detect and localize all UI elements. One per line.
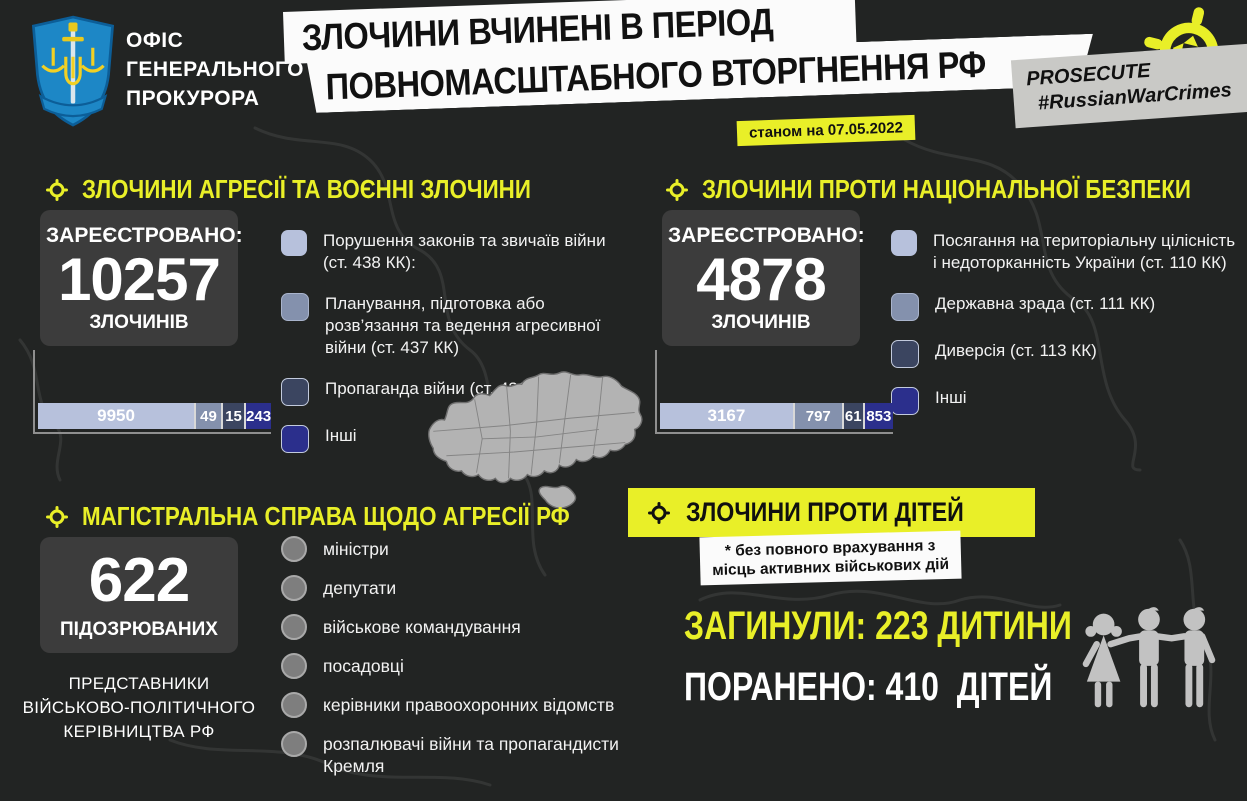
swatch-navy-icon [891, 387, 919, 415]
bar-segment: 243 [244, 403, 271, 429]
suspects-value: 622 [88, 546, 190, 615]
prosecutor-office-logo [31, 15, 115, 127]
registered-unit: ЗЛОЧИНІВ [89, 312, 189, 333]
list-item: міністри [281, 536, 651, 562]
war-registered-box: ЗАРЕЄСТРОВАНО: 10257 ЗЛОЧИНІВ [40, 210, 243, 346]
swatch-light-icon [891, 230, 917, 256]
swatch-navy-icon [281, 425, 309, 453]
bar-segment: 49 [194, 403, 221, 429]
natsec-registered-box: ЗАРЕЄСТРОВАНО: 4878 ЗЛОЧИНІВ [662, 210, 865, 346]
bullet-circle-icon [281, 575, 307, 601]
as-of-date-badge: станом на 07.05.2022 [736, 114, 916, 147]
section-case-header: МАГІСТРАЛЬНА СПРАВА ЩОДО АГРЕСІЇ РФ [46, 501, 649, 532]
bar-segment: 797 [792, 403, 842, 429]
bullet-circle-icon [281, 536, 307, 562]
swatch-medium-icon [281, 293, 309, 321]
org-name: ОФІС ГЕНЕРАЛЬНОГО ПРОКУРОРА [126, 29, 304, 110]
legend-item: Інші [281, 425, 631, 453]
ukraine-map [428, 371, 643, 509]
legend-item: Порушення законів та звичаїв війни (ст. … [281, 230, 631, 274]
natsec-legend: Посягання на територіальну цілісність і … [891, 230, 1241, 415]
children-wounded-stat: ПОРАНЕНО: 410 ДІТЕЙ [684, 665, 1053, 709]
bar-segment: 853 [862, 403, 893, 429]
case-suspect-categories: міністри депутати військове командування… [281, 536, 651, 777]
main-title-banner: ЗЛОЧИНИ ВЧИНЕНІ В ПЕРІОД ПОВНОМАСШТАБНОГ… [283, 0, 951, 114]
children-icon [1082, 607, 1216, 708]
case-suspects-box: 622 ПІДОЗРЮВАНИХ [40, 537, 238, 653]
prosecute-logo-block: PROSECUTE #RussianWarCrimes [1005, 0, 1247, 140]
list-item: посадовці [281, 653, 651, 679]
swatch-dark-icon [891, 340, 919, 368]
bar-segment: 3167 [660, 403, 793, 429]
bar-segment: 15 [220, 403, 245, 429]
section-title: ЗЛОЧИНИ АГРЕСІЇ ТА ВОЄННІ ЗЛОЧИНИ [82, 174, 531, 204]
registered-value: 4878 [696, 246, 826, 313]
section-title: ЗЛОЧИНИ ПРОТИ НАЦІОНАЛЬНОЇ БЕЗПЕКИ [702, 174, 1191, 204]
bullet-circle-icon [281, 653, 307, 679]
case-caption: ПРЕДСТАВНИКИ ВІЙСЬКОВО-ПОЛІТИЧНОГО КЕРІВ… [22, 674, 256, 741]
bar-segment: 9950 [38, 403, 195, 429]
bullet-circle-icon [281, 731, 307, 757]
bullet-circle-icon [281, 614, 307, 640]
swatch-dark-icon [281, 378, 309, 406]
suspects-unit: ПІДОЗРЮВАНИХ [60, 619, 218, 640]
registered-label: ЗАРЕЄСТРОВАНО: [668, 224, 865, 247]
section-war-crimes-header: ЗЛОЧИНИ АГРЕСІЇ ТА ВОЄННІ ЗЛОЧИНИ [46, 174, 604, 205]
section-natsec-header: ЗЛОЧИНИ ПРОТИ НАЦІОНАЛЬНОЇ БЕЗПЕКИ [666, 174, 1247, 205]
legend-item: Державна зрада (ст. 111 КК) [891, 293, 1241, 321]
registered-unit: ЗЛОЧИНІВ [711, 312, 811, 333]
registered-value: 10257 [58, 246, 221, 313]
legend-item: Посягання на територіальну цілісність і … [891, 230, 1241, 274]
war-stacked-bar: 9950 49 15 243 [33, 350, 271, 434]
crosshair-bullet-icon [648, 501, 670, 524]
registered-label: ЗАРЕЄСТРОВАНО: [46, 224, 243, 247]
list-item: депутати [281, 575, 651, 601]
list-item: керівники правоохоронних відомств [281, 692, 651, 718]
legend-item: Планування, підготовка або розв’язання т… [281, 293, 631, 359]
bullet-circle-icon [281, 692, 307, 718]
list-item: розпалювачі війни та пропагандисти Кремл… [281, 731, 651, 777]
children-note: * без повного врахування з місць активни… [699, 530, 962, 586]
section-title: МАГІСТРАЛЬНА СПРАВА ЩОДО АГРЕСІЇ РФ [82, 501, 570, 531]
legend-item: Інші [891, 387, 1241, 415]
children-killed-stat: ЗАГИНУЛИ: 223 ДИТИНИ [684, 604, 1072, 648]
prosecute-hashtag-banner: PROSECUTE #RussianWarCrimes [1010, 43, 1247, 129]
legend-item: Диверсія (ст. 113 КК) [891, 340, 1241, 368]
crosshair-bullet-icon [666, 178, 688, 201]
bar-segment: 61 [841, 403, 863, 429]
natsec-stacked-bar: 3167 797 61 853 [655, 350, 893, 434]
swatch-medium-icon [891, 293, 919, 321]
crosshair-bullet-icon [46, 178, 68, 201]
list-item: військове командування [281, 614, 651, 640]
section-title: ЗЛОЧИНИ ПРОТИ ДІТЕЙ [686, 497, 964, 527]
swatch-light-icon [281, 230, 307, 256]
section-children-header: ЗЛОЧИНИ ПРОТИ ДІТЕЙ [628, 488, 1036, 537]
crosshair-bullet-icon [46, 505, 68, 528]
